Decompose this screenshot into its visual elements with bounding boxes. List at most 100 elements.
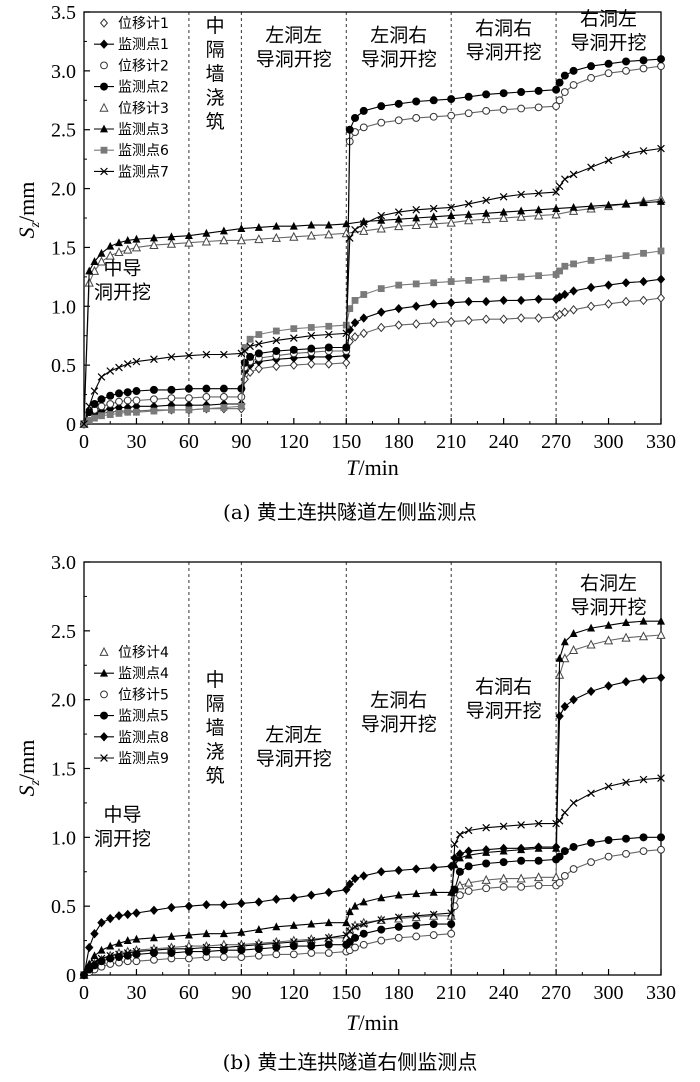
data-point (481, 214, 491, 224)
phase-label: 墙 (206, 717, 225, 739)
data-point (219, 393, 228, 401)
series-位移计5 (80, 845, 665, 979)
data-point (307, 890, 316, 900)
x-tick-label: 210 (436, 431, 466, 453)
data-point (499, 858, 508, 867)
x-tick-label: 90 (231, 982, 251, 1004)
data-point (114, 938, 123, 947)
data-point (185, 394, 193, 403)
data-point (499, 822, 508, 831)
data-point (307, 324, 315, 331)
x-tick-label: 60 (179, 982, 199, 1004)
x-tick-label: 300 (594, 982, 624, 1004)
data-point (132, 387, 141, 396)
data-point (639, 674, 648, 684)
data-point (241, 344, 249, 351)
data-point (254, 363, 263, 374)
data-point (561, 262, 569, 270)
x-tick-label: 330 (646, 431, 676, 453)
data-point (560, 88, 569, 96)
plot-frame (83, 561, 662, 976)
data-point (456, 830, 464, 839)
data-point (587, 62, 596, 71)
phase-label: 导洞开挖 (361, 48, 437, 70)
data-point (412, 213, 421, 222)
data-point (90, 929, 99, 939)
data-point (377, 936, 386, 945)
data-point (272, 327, 280, 335)
data-point (150, 407, 158, 415)
data-point (622, 150, 630, 159)
data-point (350, 318, 360, 328)
x-tick-label: 30 (126, 982, 146, 1004)
data-point (123, 235, 132, 244)
data-point (622, 849, 630, 858)
phase-label: 左洞左 (265, 724, 322, 746)
data-point (342, 329, 351, 338)
data-point (342, 343, 351, 352)
data-point (450, 853, 459, 863)
data-point (219, 384, 228, 393)
data-point (394, 922, 403, 931)
data-point (481, 845, 491, 855)
data-point (482, 90, 491, 99)
data-point (132, 357, 141, 366)
data-point (604, 852, 613, 861)
series-监测点9 (80, 774, 665, 979)
data-point (586, 639, 596, 649)
data-point (131, 242, 142, 252)
y-axis-title: Sz/mm (14, 740, 43, 797)
data-point (202, 350, 211, 359)
data-point (656, 293, 666, 303)
x-tick-label: 150 (331, 982, 361, 1004)
data-point (560, 871, 569, 880)
data-point (167, 932, 176, 940)
legend-label: 位移计4 (118, 645, 169, 661)
legend-label: 位移计5 (118, 687, 169, 703)
data-point (184, 901, 194, 911)
data-point (586, 686, 596, 697)
data-point (657, 144, 665, 153)
data-point (220, 350, 228, 359)
data-point (345, 879, 354, 889)
data-point (237, 384, 246, 393)
data-point (657, 616, 665, 625)
data-point (394, 99, 403, 108)
chart-panel-a: 0 30 60 90 120 150 180 210 240 270 300 330 0 0.5 1.0 1.… (14, 2, 676, 524)
data-point (656, 672, 666, 683)
data-point (345, 125, 354, 134)
data-point (412, 911, 421, 920)
data-point (394, 214, 403, 223)
data-point (271, 232, 281, 242)
data-point (351, 943, 359, 952)
data-point (97, 373, 106, 381)
data-point (517, 190, 525, 199)
data-point (341, 228, 351, 238)
data-point (464, 92, 473, 101)
legend-marker (100, 754, 108, 762)
data-point (255, 340, 263, 348)
data-point (465, 276, 473, 284)
data-point (517, 273, 525, 281)
data-point (105, 250, 115, 260)
data-point (517, 821, 525, 829)
data-point (447, 211, 456, 220)
phase-label: 中导 (103, 804, 141, 826)
phase-label: 浇 (206, 87, 225, 109)
data-point (359, 920, 368, 928)
data-point (639, 147, 648, 155)
phase-label: 右洞右 (475, 17, 532, 39)
data-point (324, 887, 333, 898)
data-point (254, 234, 264, 244)
data-point (255, 331, 263, 338)
legend-marker (99, 102, 109, 112)
phase-label: 左洞右 (370, 24, 427, 46)
data-point (446, 217, 456, 227)
data-point (123, 396, 132, 405)
data-point (184, 231, 193, 240)
data-point (184, 384, 193, 393)
legend-label: 监测点6 (118, 143, 169, 159)
figure-caption: (b) 黄土连拱隧道右侧监测点 (223, 1050, 478, 1074)
data-point (376, 223, 386, 233)
data-point (569, 286, 578, 296)
